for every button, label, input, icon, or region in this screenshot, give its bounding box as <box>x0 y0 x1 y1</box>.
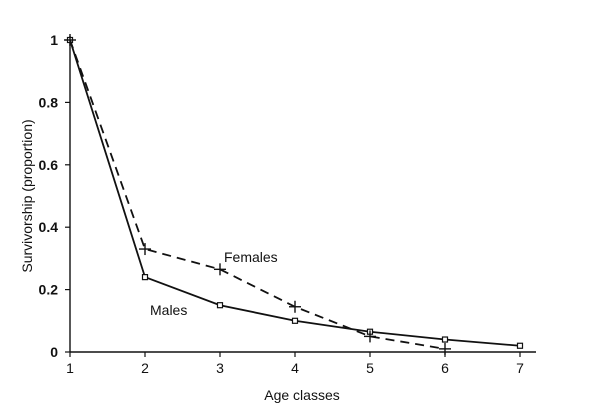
x-tick-label: 6 <box>441 360 449 376</box>
data-point-males <box>141 274 149 281</box>
data-point-males <box>516 342 524 349</box>
series-line-females <box>69 39 446 350</box>
y-tick-label: 1 <box>50 32 58 48</box>
data-point-females <box>439 342 451 355</box>
x-axis-title: Age classes <box>264 387 339 403</box>
y-tick-label: 0.2 <box>39 282 59 298</box>
y-tick-label: 0.8 <box>39 94 59 110</box>
data-point-males <box>291 317 299 324</box>
series-label-males: Males <box>150 302 187 318</box>
y-tick-label: 0.4 <box>39 219 59 235</box>
x-tick-label: 1 <box>66 360 74 376</box>
axes <box>69 36 536 353</box>
data-point-males <box>441 336 449 343</box>
x-tick-label: 2 <box>141 360 149 376</box>
data-point-females <box>289 300 301 313</box>
series-label-females: Females <box>224 249 278 265</box>
x-tick-label: 7 <box>516 360 524 376</box>
x-tick-label: 4 <box>291 360 299 376</box>
data-point-females <box>139 243 151 256</box>
series-layer <box>64 34 524 355</box>
y-tick-label: 0 <box>50 344 58 360</box>
axis-ticks: 1 2 3 4 5 6 7 0 0.2 0.4 0.6 0.8 1 <box>39 32 525 376</box>
series-line-males <box>69 39 521 347</box>
y-axis-title: Survivorship (proportion) <box>19 119 35 272</box>
x-tick-label: 5 <box>366 360 374 376</box>
data-point-females <box>214 263 226 276</box>
data-point-males <box>216 302 224 309</box>
y-tick-label: 0.6 <box>39 157 59 173</box>
data-point-females <box>64 34 76 46</box>
x-tick-label: 3 <box>216 360 224 376</box>
data-point-females <box>364 330 376 343</box>
